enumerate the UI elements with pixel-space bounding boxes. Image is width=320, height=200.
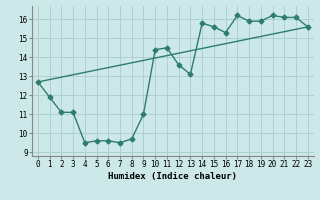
X-axis label: Humidex (Indice chaleur): Humidex (Indice chaleur): [108, 172, 237, 181]
